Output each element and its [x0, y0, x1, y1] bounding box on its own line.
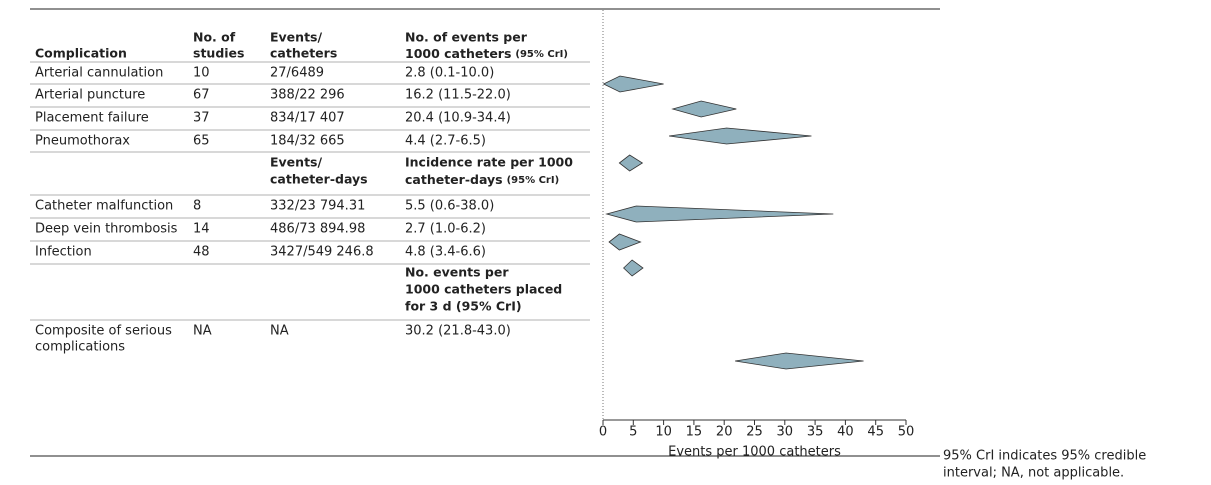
row-label: Arterial puncture: [35, 88, 145, 103]
estimate-cell: 2.7 (1.0-6.2): [405, 222, 486, 237]
column-header: studies: [193, 46, 244, 61]
x-tick-label: 20: [716, 425, 733, 440]
x-tick-label: 0: [599, 425, 607, 440]
x-tick-label: 10: [655, 425, 672, 440]
estimate-diamond: [668, 127, 812, 145]
header-note: (95% CrI): [515, 49, 568, 60]
estimate-diamond: [605, 205, 834, 223]
studies-cell: NA: [193, 324, 212, 339]
row-label: Infection: [35, 245, 92, 260]
events-cell: 332/23 794.31: [270, 199, 365, 214]
row-label: Deep vein thrombosis: [35, 222, 178, 237]
column-header: Events/: [270, 155, 322, 170]
events-cell: 388/22 296: [270, 88, 345, 103]
row-label: Arterial cannulation: [35, 66, 163, 81]
column-header: Incidence rate per 1000: [405, 155, 573, 170]
studies-cell: 10: [193, 66, 210, 81]
row-label: Pneumothorax: [35, 134, 130, 149]
x-axis-label: Events per 1000 catheters: [668, 445, 841, 460]
column-header: catheters: [270, 46, 337, 61]
events-cell: 27/6489: [270, 66, 324, 81]
footnote: interval; NA, not applicable.: [943, 466, 1124, 481]
header-text: 1000 catheters: [405, 46, 511, 61]
x-tick-label: 25: [746, 425, 763, 440]
studies-cell: 8: [193, 199, 201, 214]
estimate-cell: 4.8 (3.4-6.6): [405, 245, 486, 260]
row-label: Catheter malfunction: [35, 199, 173, 214]
events-cell: 834/17 407: [270, 111, 345, 126]
x-tick-label: 40: [837, 425, 854, 440]
estimate-diamond: [608, 233, 642, 251]
events-cell: 486/73 894.98: [270, 222, 365, 237]
x-tick-label: 5: [629, 425, 637, 440]
events-cell: 184/32 665: [270, 134, 345, 149]
studies-cell: 65: [193, 134, 210, 149]
x-tick-label: 15: [686, 425, 703, 440]
x-tick-label: 45: [867, 425, 884, 440]
studies-cell: 14: [193, 222, 210, 237]
column-header: 1000 catheters (95% CrI): [405, 46, 568, 61]
column-header: catheter-days (95% CrI): [405, 172, 559, 187]
estimate-cell: 2.8 (0.1-10.0): [405, 66, 494, 81]
estimate-diamond: [618, 154, 644, 172]
header-note: (95% CrI): [507, 175, 560, 186]
column-header: Events/: [270, 30, 322, 45]
row-label: Placement failure: [35, 111, 149, 126]
x-tick-label: 30: [777, 425, 794, 440]
estimate-diamond: [623, 259, 644, 277]
events-cell: 3427/549 246.8: [270, 245, 374, 260]
header-text: catheter-days: [405, 172, 503, 187]
column-header: 1000 catheters placed: [405, 282, 562, 297]
column-header: No. of events per: [405, 30, 528, 45]
column-header: No. of: [193, 30, 236, 45]
x-tick-label: 35: [807, 425, 824, 440]
x-tick-label: 50: [898, 425, 915, 440]
column-header: catheter-days: [270, 172, 368, 187]
estimate-diamond: [671, 100, 737, 118]
estimate-diamond: [602, 75, 664, 93]
estimate-cell: 16.2 (11.5-22.0): [405, 88, 511, 103]
estimate-cell: 5.5 (0.6-38.0): [405, 199, 494, 214]
footnote: 95% CrI indicates 95% credible: [943, 449, 1146, 464]
row-label: complications: [35, 340, 125, 355]
row-label: Composite of serious: [35, 324, 172, 339]
estimate-cell: 30.2 (21.8-43.0): [405, 324, 511, 339]
estimate-cell: 4.4 (2.7-6.5): [405, 134, 486, 149]
events-cell: NA: [270, 324, 289, 339]
studies-cell: 67: [193, 88, 210, 103]
column-header: for 3 d (95% CrI): [405, 299, 522, 314]
column-header: No. events per: [405, 265, 509, 280]
studies-cell: 48: [193, 245, 210, 260]
column-header: Complication: [35, 46, 127, 61]
studies-cell: 37: [193, 111, 210, 126]
estimate-diamond: [735, 352, 864, 370]
estimate-cell: 20.4 (10.9-34.4): [405, 111, 511, 126]
